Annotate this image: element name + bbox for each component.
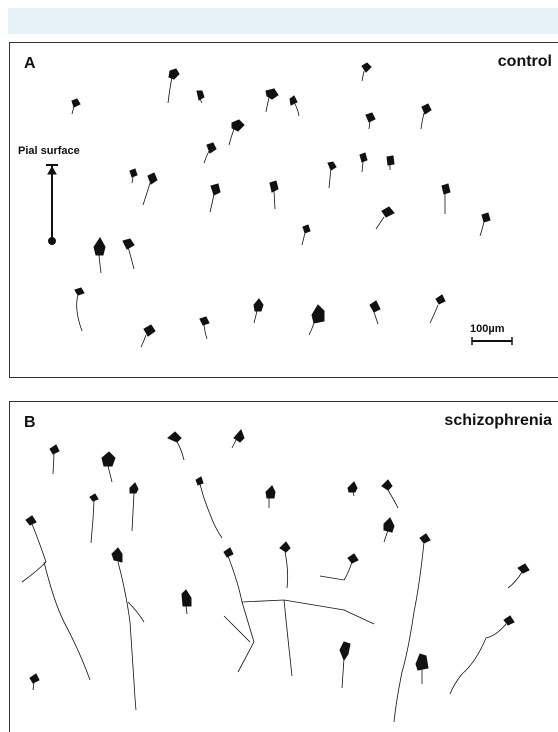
neuron: [429, 294, 446, 324]
neuron: [231, 429, 245, 449]
panel-b-condition-label: schizophrenia: [444, 412, 552, 429]
neuron: [181, 589, 192, 615]
panel-b-letter: B: [24, 414, 36, 431]
neuron: [361, 62, 372, 82]
neuron: [347, 481, 358, 497]
neuron: [167, 68, 180, 104]
neuron: [223, 547, 375, 677]
panel-a-letter: A: [24, 55, 36, 72]
neuron: [365, 112, 376, 130]
neuron: [319, 553, 359, 581]
neuron: [111, 547, 145, 711]
neuron: [327, 161, 337, 189]
neuron: [228, 119, 245, 146]
neuron: [196, 90, 205, 104]
neuron: [375, 206, 395, 230]
neuron: [441, 183, 451, 214]
pial-surface-label: Pial surface: [18, 145, 80, 157]
neuron: [122, 238, 135, 270]
neuron: [253, 298, 264, 324]
neuron: [265, 88, 279, 113]
schizophrenia-neuron-traces: [21, 429, 530, 723]
neuron: [339, 641, 351, 689]
scale-bar: [471, 337, 513, 345]
neuron: [49, 444, 60, 475]
neuron: [308, 304, 325, 336]
panel-b: B schizophrenia: [9, 401, 558, 732]
neuron: [383, 517, 395, 543]
neuron: [209, 183, 221, 213]
neuron: [479, 212, 491, 237]
neuron: [265, 485, 276, 508]
neuron: [369, 300, 381, 325]
control-neuron-traces: [46, 62, 513, 348]
neuron: [93, 237, 106, 274]
neuron: [129, 482, 139, 532]
neuron: [74, 287, 85, 332]
neuron: [449, 615, 515, 695]
neuron: [301, 224, 311, 246]
panel-a: A control Pial surface 100µm: [9, 42, 558, 378]
neuron: [381, 479, 399, 509]
neuron: [140, 324, 156, 348]
neuron: [507, 563, 530, 589]
neuron: [167, 431, 185, 461]
neuron: [386, 155, 395, 170]
neuron: [393, 533, 431, 723]
neuron: [129, 168, 138, 184]
neuron: [101, 451, 116, 483]
neuron: [203, 142, 217, 164]
header-band: [8, 8, 558, 34]
neuron: [29, 673, 40, 691]
neuron: [89, 493, 99, 544]
neuron: [279, 541, 291, 589]
panel-a-condition-label: control: [497, 53, 552, 70]
neuron: [142, 172, 158, 206]
neuron: [195, 476, 223, 539]
neuron: [289, 95, 300, 117]
neuron: [420, 103, 432, 130]
neuron: [71, 98, 81, 115]
neuron: [359, 152, 368, 173]
neuron: [199, 316, 210, 340]
pial-surface-arrow: [46, 164, 58, 245]
scale-bar-label: 100µm: [470, 323, 505, 335]
neuron: [21, 515, 91, 681]
neuron: [415, 653, 429, 684]
neuron: [269, 180, 279, 210]
